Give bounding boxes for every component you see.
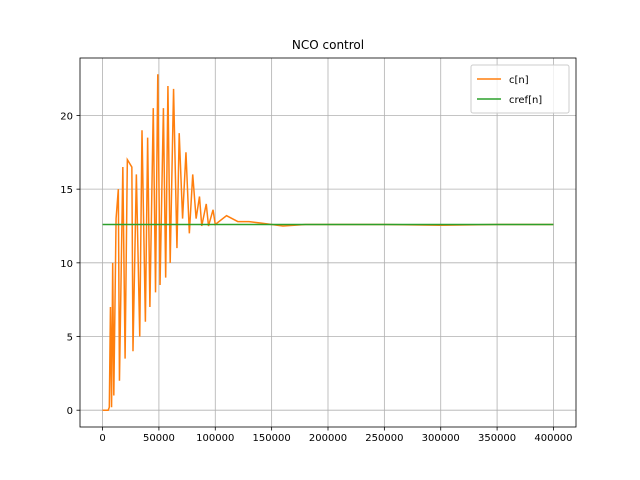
y-tick-label: 0 bbox=[67, 406, 73, 417]
x-tick-label: 200000 bbox=[309, 433, 347, 444]
x-tick-label: 300000 bbox=[422, 433, 460, 444]
x-tick-label: 0 bbox=[99, 433, 105, 444]
plot-frame bbox=[79, 57, 577, 428]
x-tick-label: 50000 bbox=[143, 433, 175, 444]
y-tick-label: 10 bbox=[60, 259, 73, 270]
x-tick-label: 150000 bbox=[253, 433, 291, 444]
legend-label: c[n] bbox=[509, 75, 529, 86]
x-tick-label: 400000 bbox=[534, 433, 572, 444]
x-tick-label: 250000 bbox=[365, 433, 403, 444]
legend-box bbox=[470, 64, 570, 114]
y-tick-label: 15 bbox=[60, 185, 73, 196]
x-tick-label: 350000 bbox=[478, 433, 516, 444]
legend-label: cref[n] bbox=[509, 95, 542, 106]
y-tick-label: 5 bbox=[67, 333, 73, 344]
chart-title: NCO control bbox=[292, 38, 364, 52]
y-tick-label: 20 bbox=[60, 111, 73, 122]
x-tick-label: 100000 bbox=[196, 433, 234, 444]
